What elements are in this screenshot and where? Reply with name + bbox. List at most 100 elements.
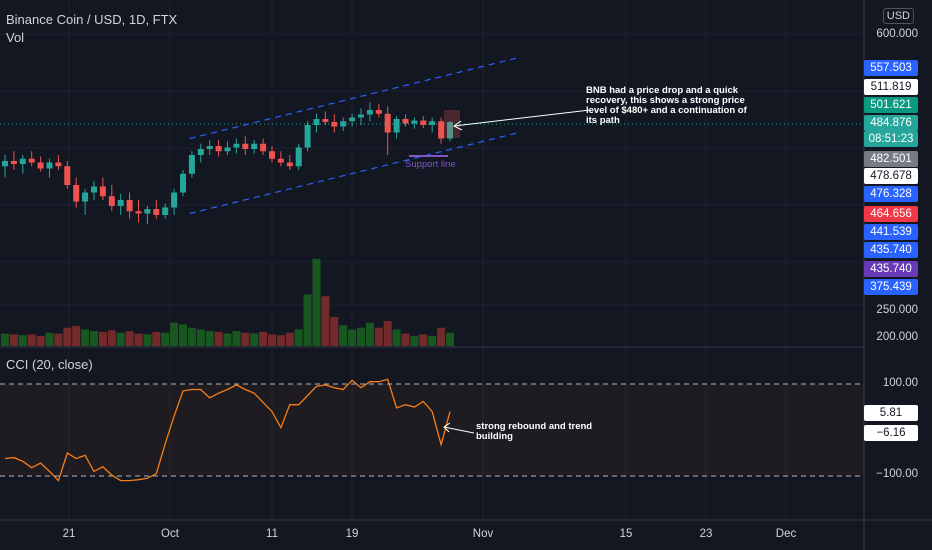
candle-body xyxy=(126,200,133,212)
volume-bar xyxy=(9,334,18,346)
candle-body xyxy=(2,161,8,167)
price-tag: 511.819 xyxy=(864,79,918,95)
volume-bar xyxy=(18,335,27,346)
candle-body xyxy=(188,155,195,174)
candle-body xyxy=(331,122,338,127)
time-tick: Dec xyxy=(775,528,797,540)
candle-body xyxy=(82,192,89,202)
candle-body xyxy=(358,114,364,118)
price-tag: 08:51:23 xyxy=(864,131,918,147)
price-tag: 435.740 xyxy=(864,242,918,258)
cci-note-arrow xyxy=(443,422,475,434)
candle-body xyxy=(55,162,62,167)
volume-bar xyxy=(268,334,276,346)
volume-bar xyxy=(410,336,419,346)
volume-bar xyxy=(285,332,294,346)
price-tag: 482.501 xyxy=(864,151,918,167)
price-tick: 600.000 xyxy=(876,28,918,40)
volume-bar xyxy=(170,322,179,346)
volume-bar xyxy=(107,330,116,346)
price-tick: 250.000 xyxy=(876,304,918,316)
volume-bar xyxy=(259,331,268,346)
channel-lines xyxy=(189,56,520,215)
volume-bar xyxy=(419,334,428,346)
cci-tick: −100.00 xyxy=(876,468,918,480)
volume-bar xyxy=(81,329,90,346)
volume-bar xyxy=(45,332,54,346)
candle-body xyxy=(91,186,97,193)
price-tag: 375.439 xyxy=(864,279,918,295)
symbol-title[interactable]: Binance Coin / USD, 1D, FTX xyxy=(6,12,178,27)
volume-bar xyxy=(205,331,214,346)
channel-upper xyxy=(189,56,520,140)
volume-bar xyxy=(294,329,303,346)
candle-body xyxy=(10,161,17,164)
highlight-box xyxy=(444,110,460,138)
candle-body xyxy=(117,200,124,206)
volume-bar xyxy=(401,333,410,346)
candle-body xyxy=(242,143,249,149)
candle-body xyxy=(251,143,258,149)
candle-body xyxy=(286,162,293,167)
price-tag: 557.503 xyxy=(864,60,918,76)
candle-body xyxy=(108,196,115,206)
support-label[interactable]: Support line xyxy=(405,159,456,170)
candle-body xyxy=(393,119,400,133)
volume-bar xyxy=(446,332,454,346)
candle-body xyxy=(19,158,26,164)
volume-bar xyxy=(63,327,72,346)
candle-body xyxy=(135,211,142,214)
candle-body xyxy=(277,158,284,163)
time-tick: 19 xyxy=(345,528,359,540)
price-tag: 441.539 xyxy=(864,224,918,240)
price-tag: 484.876 xyxy=(864,115,918,131)
candle-body xyxy=(260,143,267,152)
channel-lower xyxy=(189,131,520,215)
candle-body xyxy=(180,173,186,193)
candle-body xyxy=(197,149,204,155)
candle-body xyxy=(402,119,409,124)
candle-body xyxy=(429,121,436,125)
volume-bar xyxy=(196,329,205,346)
candle-body xyxy=(37,162,44,169)
price-tag: 435.740 xyxy=(864,261,918,277)
candle-body xyxy=(28,158,35,163)
price-annotation[interactable]: BNB had a price drop and a quick recover… xyxy=(586,85,747,126)
volume-bar xyxy=(276,335,285,346)
volume-bar xyxy=(232,331,241,346)
candle-body xyxy=(206,146,213,149)
volume-bar xyxy=(365,322,374,346)
price-tag: 478.678 xyxy=(864,168,918,184)
currency-button[interactable]: USD xyxy=(882,8,914,24)
volume-bar xyxy=(143,334,152,346)
volume-bar xyxy=(321,296,330,346)
candle-body xyxy=(313,119,320,125)
candle-body xyxy=(64,166,71,185)
candle-body xyxy=(295,147,302,167)
volume-label[interactable]: Vol xyxy=(6,30,25,45)
volume-bars xyxy=(1,258,454,346)
volume-bar xyxy=(383,321,392,346)
volume-bar xyxy=(72,326,81,346)
volume-bar xyxy=(36,336,45,346)
cci-line xyxy=(4,378,451,482)
candle-body xyxy=(420,120,427,125)
volume-bar xyxy=(428,336,437,346)
candle-body xyxy=(375,110,382,114)
volume-bar xyxy=(303,294,312,346)
candle-body xyxy=(438,121,445,139)
candle-body xyxy=(73,185,80,202)
candle-body xyxy=(46,162,53,169)
price-tag: 476.328 xyxy=(864,186,918,202)
cci-annotation[interactable]: strong rebound and trend building xyxy=(476,421,593,442)
cci-label[interactable]: CCI (20, close) xyxy=(6,357,93,372)
price-note-arrow xyxy=(453,109,591,131)
volume-bar xyxy=(179,324,187,346)
candle-body xyxy=(349,117,356,122)
time-tick: 11 xyxy=(266,528,278,540)
volume-bar xyxy=(1,333,9,346)
candle-body xyxy=(411,120,418,124)
volume-bar xyxy=(223,333,232,346)
volume-bar xyxy=(437,327,446,346)
